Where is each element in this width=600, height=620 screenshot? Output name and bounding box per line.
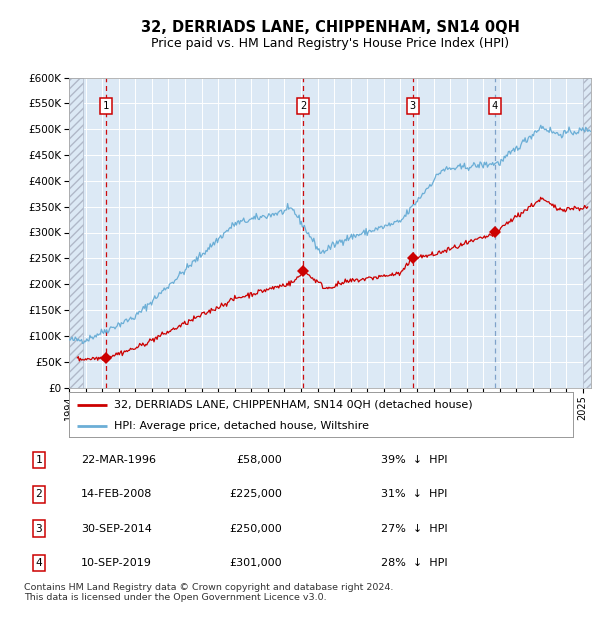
Text: £58,000: £58,000 <box>236 455 282 466</box>
Text: Price paid vs. HM Land Registry's House Price Index (HPI): Price paid vs. HM Land Registry's House … <box>151 37 509 50</box>
Text: 32, DERRIADS LANE, CHIPPENHAM, SN14 0QH (detached house): 32, DERRIADS LANE, CHIPPENHAM, SN14 0QH … <box>115 399 473 410</box>
Text: 14-FEB-2008: 14-FEB-2008 <box>81 489 152 500</box>
Text: 3: 3 <box>410 101 416 111</box>
Text: 10-SEP-2019: 10-SEP-2019 <box>81 557 152 568</box>
Text: HPI: Average price, detached house, Wiltshire: HPI: Average price, detached house, Wilt… <box>115 421 370 431</box>
Text: 1: 1 <box>35 455 43 466</box>
Text: £250,000: £250,000 <box>229 523 282 534</box>
Text: £225,000: £225,000 <box>229 489 282 500</box>
Text: 32, DERRIADS LANE, CHIPPENHAM, SN14 0QH: 32, DERRIADS LANE, CHIPPENHAM, SN14 0QH <box>140 20 520 35</box>
Text: 30-SEP-2014: 30-SEP-2014 <box>81 523 152 534</box>
Text: 39%  ↓  HPI: 39% ↓ HPI <box>381 455 448 466</box>
Text: 4: 4 <box>35 557 43 568</box>
Text: 22-MAR-1996: 22-MAR-1996 <box>81 455 156 466</box>
Text: £301,000: £301,000 <box>229 557 282 568</box>
Text: 31%  ↓  HPI: 31% ↓ HPI <box>381 489 448 500</box>
Text: 3: 3 <box>35 523 43 534</box>
Text: 2: 2 <box>300 101 306 111</box>
Text: 27%  ↓  HPI: 27% ↓ HPI <box>381 523 448 534</box>
Text: 2: 2 <box>35 489 43 500</box>
Text: 28%  ↓  HPI: 28% ↓ HPI <box>381 557 448 568</box>
Text: 1: 1 <box>103 101 109 111</box>
Text: Contains HM Land Registry data © Crown copyright and database right 2024.
This d: Contains HM Land Registry data © Crown c… <box>24 583 394 602</box>
Text: 4: 4 <box>492 101 498 111</box>
